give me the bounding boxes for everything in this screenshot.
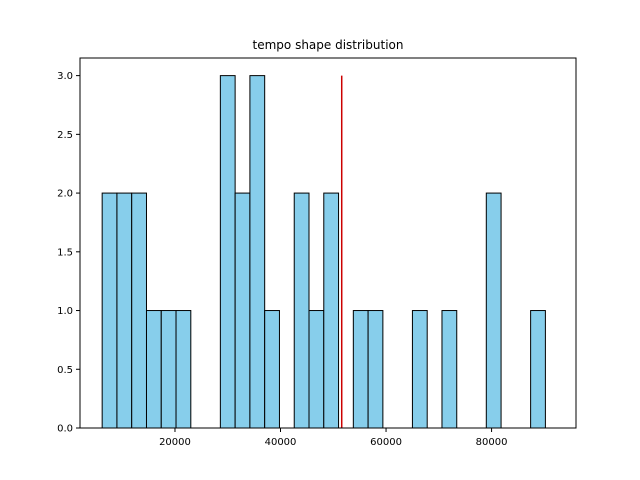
y-tick-label: 2.5 xyxy=(57,130,73,141)
y-tick-label: 1.5 xyxy=(57,247,73,258)
plot-frame xyxy=(79,57,577,429)
histogram-bar xyxy=(175,310,192,429)
histogram-bar xyxy=(131,192,147,429)
histogram-bar xyxy=(441,310,458,429)
x-tick-label: 20000 xyxy=(159,437,191,448)
histogram-bar xyxy=(530,310,546,429)
x-axis: 20000 40000 60000 80000 xyxy=(159,428,507,448)
chart-title: tempo shape distribution xyxy=(253,38,404,52)
y-axis: 0.0 0.5 1.0 1.5 2.0 2.5 3.0 xyxy=(57,71,80,435)
histogram-bar xyxy=(411,310,428,429)
histogram-bar xyxy=(323,192,340,429)
y-tick-label: 2.0 xyxy=(57,189,73,200)
x-tick-label: 40000 xyxy=(265,437,297,448)
y-tick-label: 0.0 xyxy=(57,424,73,435)
histogram-bar xyxy=(308,310,325,429)
histogram-bar xyxy=(101,192,118,429)
histogram-bar xyxy=(264,310,280,429)
histogram-bar xyxy=(145,310,162,429)
y-tick-label: 1.0 xyxy=(57,306,73,317)
x-tick-label: 80000 xyxy=(476,437,508,448)
y-tick-label: 0.5 xyxy=(57,365,73,376)
histogram-bar xyxy=(234,192,251,429)
histogram-bar xyxy=(293,192,310,429)
histogram-bars xyxy=(101,75,546,429)
histogram-bar xyxy=(352,310,369,429)
histogram-bar xyxy=(116,192,133,429)
x-tick-label: 60000 xyxy=(370,437,402,448)
histogram-bar xyxy=(249,75,266,429)
y-tick-label: 3.0 xyxy=(57,71,73,82)
histogram-bar xyxy=(367,310,384,429)
histogram-bar xyxy=(219,75,236,429)
histogram-bar xyxy=(160,310,177,429)
histogram-bar xyxy=(485,192,502,429)
